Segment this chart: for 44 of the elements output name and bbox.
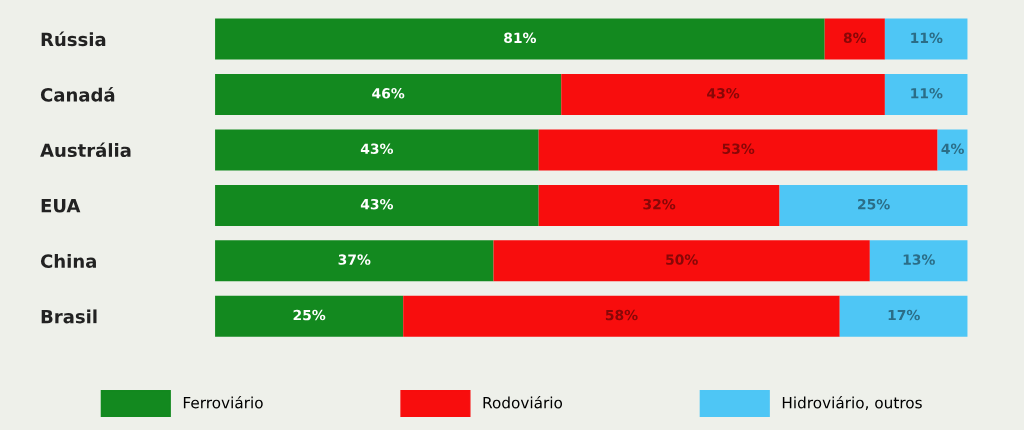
data-label: 46% [372, 88, 405, 99]
bar [215, 74, 562, 116]
data-label: 4% [941, 143, 964, 154]
bar [839, 295, 968, 337]
bar [538, 129, 938, 171]
legend-label: Hidroviário, outros [782, 396, 922, 411]
data-label: 58% [605, 309, 638, 321]
y-tick-label: Canadá [40, 86, 115, 102]
data-label: 25% [858, 198, 890, 210]
data-label: 53% [722, 143, 755, 154]
bar [215, 129, 539, 171]
bar [538, 184, 780, 226]
bar [561, 74, 885, 116]
data-label: 43% [360, 143, 394, 154]
y-tick-label: EUA [41, 199, 81, 213]
bar [215, 240, 494, 282]
data-label: 50% [666, 254, 698, 265]
y-tick-label: Rússia [41, 31, 106, 47]
bar [884, 74, 968, 116]
data-label: 13% [903, 254, 935, 265]
data-label: 81% [504, 32, 537, 44]
bar [493, 240, 870, 282]
bar [869, 240, 968, 282]
data-label: 17% [888, 309, 920, 321]
bar [215, 184, 539, 226]
legend-label: Ferroviário [183, 396, 263, 409]
y-tick-label: Austrália [40, 142, 131, 158]
data-label: 25% [293, 309, 326, 321]
data-label: 11% [911, 32, 943, 44]
legend-label: Rodoviário [483, 396, 563, 409]
bar [824, 18, 885, 60]
y-tick-label: Brasil [41, 309, 97, 324]
data-label: 8% [843, 32, 867, 44]
data-label: 11% [911, 88, 943, 99]
y-tick-label: China [40, 253, 96, 268]
data-label: 43% [707, 88, 740, 99]
bar [403, 295, 840, 337]
bar [779, 184, 968, 226]
data-label: 32% [643, 198, 676, 210]
bar [884, 18, 968, 60]
bar [215, 18, 825, 60]
bar [215, 295, 404, 337]
data-label: 37% [338, 254, 371, 265]
data-label: 43% [360, 198, 394, 210]
